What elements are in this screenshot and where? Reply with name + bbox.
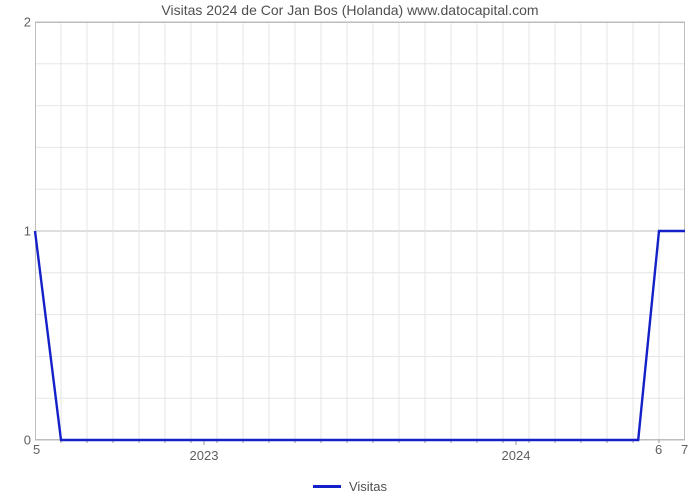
plot-svg [35, 22, 685, 440]
y-tick-label: 1 [1, 224, 31, 239]
plot-area [35, 22, 685, 440]
x-bottom-left-label: 5 [33, 442, 40, 457]
legend-swatch [313, 485, 341, 488]
legend: Visitas [0, 475, 700, 494]
chart-title: Visitas 2024 de Cor Jan Bos (Holanda) ww… [0, 2, 700, 18]
x-tick-label: 2024 [502, 448, 531, 463]
x-right-label: 7 [681, 442, 688, 457]
y-tick-label: 0 [1, 433, 31, 448]
chart-container: Visitas 2024 de Cor Jan Bos (Holanda) ww… [0, 0, 700, 500]
legend-item-visitas: Visitas [313, 479, 387, 494]
legend-label: Visitas [349, 479, 387, 494]
x-tick-label: 2023 [190, 448, 219, 463]
y-tick-label: 2 [1, 15, 31, 30]
x-right-label: 6 [655, 442, 662, 457]
